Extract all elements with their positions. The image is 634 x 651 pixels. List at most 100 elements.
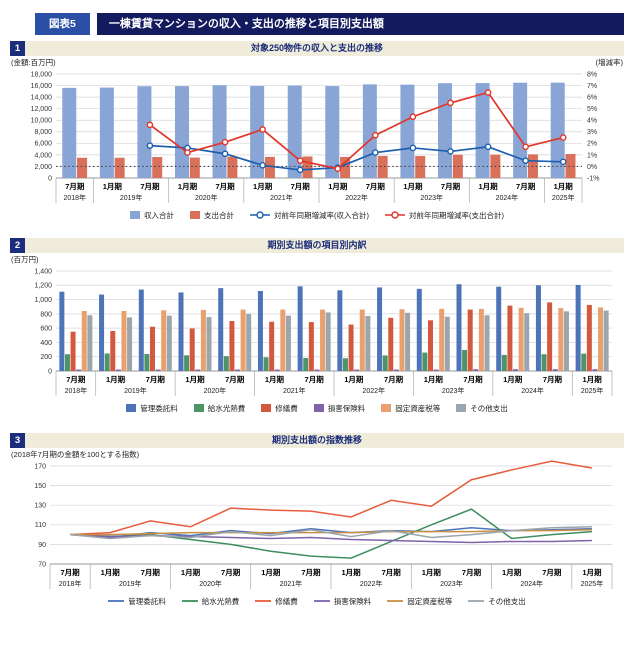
svg-text:150: 150 [34, 483, 46, 490]
svg-text:0: 0 [48, 175, 52, 182]
legend-line-swatch [108, 600, 125, 602]
svg-text:7月期: 7月期 [291, 181, 311, 191]
page-title: 一棟賃貸マンションの収入・支出の推移と項目別支出額 [96, 13, 624, 35]
svg-text:1月期: 1月期 [261, 567, 281, 577]
svg-text:6%: 6% [587, 95, 597, 102]
legend-line-marker-swatch [385, 211, 405, 219]
chart1-left-axis-unit: (金額:百万円) [11, 58, 56, 67]
svg-text:1,400: 1,400 [34, 268, 52, 275]
svg-text:8,000: 8,000 [34, 129, 52, 136]
chart1-right-axis-unit: (増減率) [595, 58, 624, 67]
svg-text:7月期: 7月期 [60, 567, 80, 577]
legend-item: 損害保険料 [313, 403, 366, 414]
svg-text:2018年: 2018年 [59, 579, 82, 588]
svg-text:7月期: 7月期 [441, 181, 461, 191]
svg-text:7月期: 7月期 [221, 567, 241, 577]
y-axis-tick-labels: 70 90 110 130 150 170 [34, 463, 46, 568]
svg-text:2021年: 2021年 [280, 579, 303, 588]
svg-text:1月期: 1月期 [181, 567, 201, 577]
legend-item: その他支出 [456, 403, 508, 414]
svg-text:2025年: 2025年 [581, 386, 604, 395]
svg-text:1月期: 1月期 [424, 374, 444, 384]
svg-text:1月期: 1月期 [328, 181, 348, 191]
legend-label: 対前年同期増減率(支出合計) [409, 210, 504, 220]
section2-title: 期別支出額の項目別内訳 [267, 240, 367, 250]
svg-text:3%: 3% [587, 129, 597, 136]
bars-収入合計 [62, 82, 565, 178]
svg-text:1月期: 1月期 [253, 181, 273, 191]
legend-label: 修繕費 [275, 596, 298, 606]
bars-給水光熱費 [64, 349, 587, 371]
svg-text:7月期: 7月期 [542, 567, 562, 577]
line-その他支出 [69, 526, 592, 540]
legend-label: 損害保険料 [327, 403, 366, 413]
svg-text:7月期: 7月期 [65, 181, 85, 191]
section3-header: 3 期別支出額の指数推移 [10, 433, 624, 448]
gridlines [56, 73, 582, 179]
legend-item: 固定資産税等 [381, 403, 440, 414]
chart2-axis-units: (百万円) [10, 253, 624, 265]
legend-item: 収入合計 [130, 210, 174, 221]
svg-text:600: 600 [40, 326, 52, 333]
chart1-legend: 収入合計 支出合計 対前年同期増減率(収入合計) 対前年同期増減率(支出合計) [10, 208, 624, 222]
svg-text:2020年: 2020年 [204, 386, 227, 395]
chart3-subtitle: (2018年7月期の金額を100とする指数) [11, 450, 140, 459]
svg-text:7月期: 7月期 [543, 374, 563, 384]
legend-square-swatch [126, 404, 137, 412]
svg-text:7月期: 7月期 [382, 567, 402, 577]
section1-title: 対象250物件の収入と支出の推移 [250, 43, 384, 53]
y-axis-tick-labels: 0 2,000 4,000 6,000 8,000 10,000 12,000 14,000 1… [31, 71, 53, 182]
svg-text:2025年: 2025年 [552, 193, 575, 202]
svg-text:10,000: 10,000 [31, 118, 53, 125]
right-axis-tick-labels: -1% 0% 1% 2% 3% 4% 5% 6% 7% 8% [587, 71, 599, 182]
chart3-legend: 管理委託料 給水光熱費 修繕費 損害保険料 固定資産税等 その他支出 [10, 594, 624, 608]
svg-text:1月期: 1月期 [583, 374, 603, 384]
svg-text:2023年: 2023年 [442, 386, 465, 395]
svg-text:14,000: 14,000 [31, 95, 53, 102]
svg-text:0: 0 [48, 368, 52, 375]
legend-item: その他支出 [468, 596, 526, 607]
svg-text:2022年: 2022年 [360, 579, 383, 588]
svg-text:7月期: 7月期 [141, 567, 161, 577]
x-axis-year-labels: 2018年 2019年 2020年 2021年 2022年 2023年 2024年 2025年 [59, 579, 603, 588]
svg-text:7月期: 7月期 [366, 181, 386, 191]
line-対前年同期増減率(支出合計) [146, 89, 567, 173]
legend-label: 固定資産税等 [407, 596, 453, 606]
svg-text:1月期: 1月期 [265, 374, 285, 384]
legend-label: 管理委託料 [128, 596, 166, 606]
legend-item: 管理委託料 [108, 596, 166, 607]
legend-square-swatch [193, 404, 204, 412]
legend-square-swatch [313, 404, 324, 412]
svg-text:2019年: 2019年 [119, 579, 142, 588]
legend-item: 給水光熱費 [181, 596, 239, 607]
y-axis-tick-labels: 0 200 400 600 800 1,000 1,200 1,400 [34, 268, 52, 375]
figure-number-badge: 図表5 [35, 13, 90, 35]
svg-text:2020年: 2020年 [195, 193, 218, 202]
svg-text:7月期: 7月期 [463, 374, 483, 384]
x-axis-year-separators [55, 178, 583, 203]
svg-text:90: 90 [38, 542, 46, 549]
legend-square-swatch [381, 404, 392, 412]
legend-item: 支出合計 [190, 210, 234, 221]
svg-text:2024年: 2024年 [521, 386, 544, 395]
legend-line-swatch [255, 600, 272, 602]
section2-number-badge: 2 [10, 238, 25, 253]
legend-square-swatch [261, 404, 272, 412]
svg-text:1月期: 1月期 [422, 567, 442, 577]
legend-item: 損害保険料 [313, 596, 372, 607]
svg-text:7月期: 7月期 [516, 181, 536, 191]
figure-header: 図表5 一棟賃貸マンションの収入・支出の推移と項目別支出額 [35, 13, 624, 35]
section2-header: 2 期別支出額の項目別内訳 [10, 238, 624, 253]
legend-label: 損害保険料 [333, 596, 372, 606]
legend-label: 修繕費 [275, 403, 298, 413]
legend-square-swatch [456, 404, 467, 412]
svg-text:7月期: 7月期 [215, 181, 235, 191]
svg-text:-1%: -1% [587, 175, 599, 182]
legend-label: 支出合計 [204, 210, 234, 220]
x-axis-year-labels: 2018年 2019年 2020年 2021年 2022年 2023年 2024年 2025年 [63, 193, 574, 202]
svg-text:5%: 5% [587, 106, 597, 113]
svg-text:2018年: 2018年 [65, 386, 88, 395]
legend-item: 対前年同期増減率(収入合計) [250, 210, 369, 221]
gridlines [50, 465, 612, 565]
svg-text:18,000: 18,000 [31, 71, 53, 78]
